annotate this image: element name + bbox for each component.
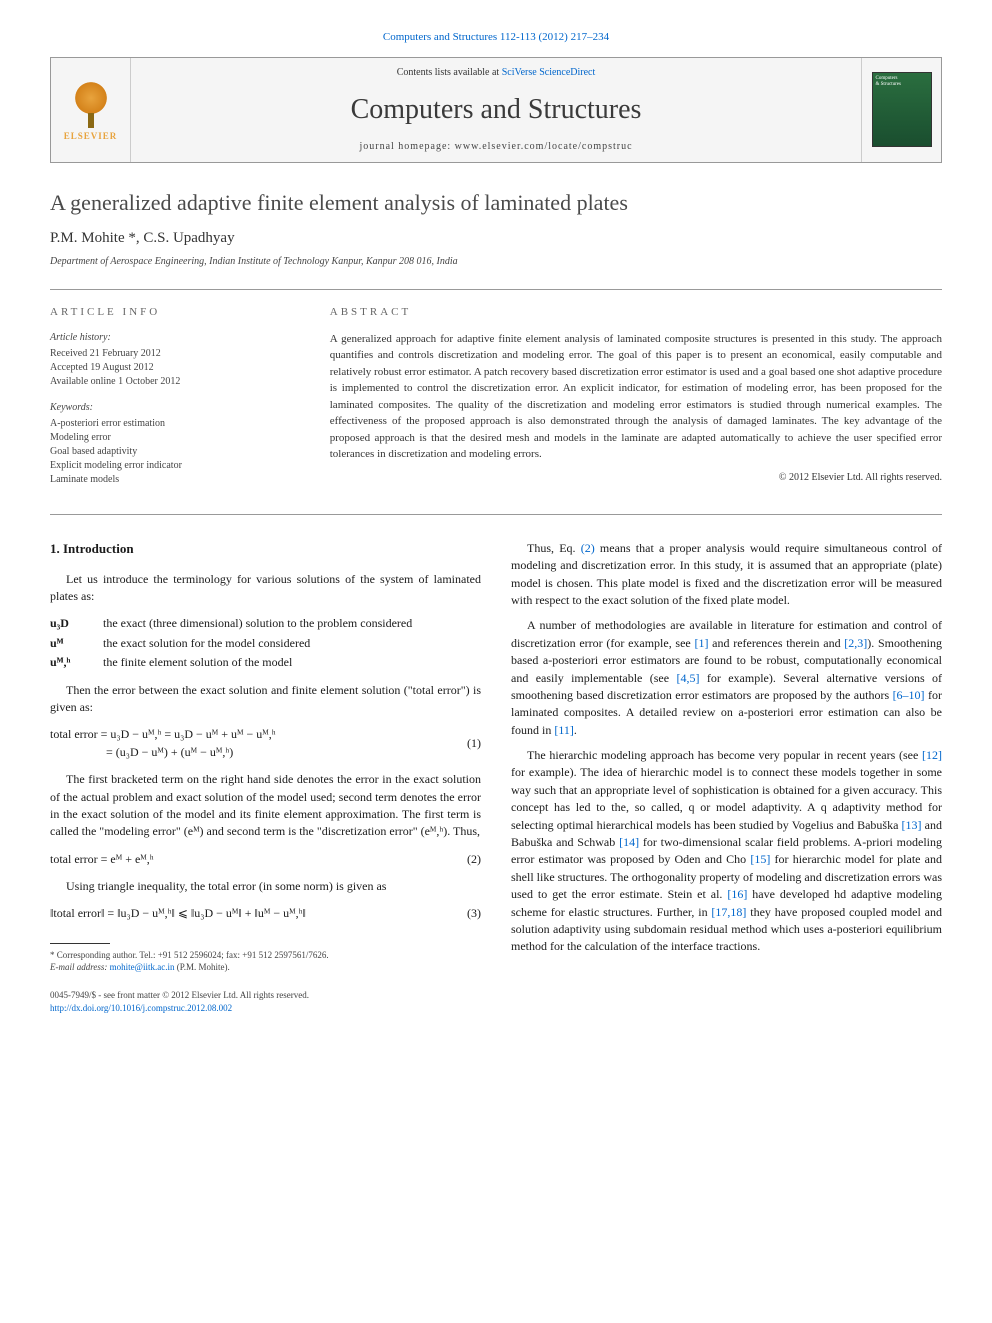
- contents-line: Contents lists available at SciVerse Sci…: [139, 66, 853, 80]
- author-email-link[interactable]: mohite@iitk.ac.in: [110, 962, 175, 972]
- paragraph: Thus, Eq. (2) means that a proper analys…: [511, 540, 942, 610]
- paragraph: The hierarchic modeling approach has bec…: [511, 747, 942, 956]
- keywords-block: Keywords: A-posteriori error estimation …: [50, 401, 300, 487]
- paragraph: Using triangle inequality, the total err…: [50, 878, 481, 895]
- history-label: Article history:: [50, 331, 300, 345]
- citation-link[interactable]: [16]: [727, 887, 747, 901]
- elsevier-tree-icon: [66, 78, 116, 128]
- eq-ref-link[interactable]: (2): [581, 541, 595, 555]
- equation-3: ‖total error‖ = ‖u₃D − uᴹ,ʰ‖ ⩽ ‖u₃D − uᴹ…: [50, 905, 481, 922]
- abstract-column: ABSTRACT A generalized approach for adap…: [330, 305, 942, 498]
- paragraph: Then the error between the exact solutio…: [50, 682, 481, 717]
- paragraph: A number of methodologies are available …: [511, 617, 942, 739]
- equation-2: total error = eᴹ + eᴹ,ʰ (2): [50, 851, 481, 868]
- footnote-separator: [50, 943, 110, 944]
- citation-link[interactable]: [14]: [619, 835, 639, 849]
- doi-link[interactable]: http://dx.doi.org/10.1016/j.compstruc.20…: [50, 1003, 232, 1013]
- article-info-heading: ARTICLE INFO: [50, 305, 300, 320]
- citation-link[interactable]: [12]: [922, 748, 942, 762]
- def-desc: the exact solution for the model conside…: [103, 635, 481, 652]
- meta-abstract-row: ARTICLE INFO Article history: Received 2…: [50, 289, 942, 514]
- keyword: A-posteriori error estimation: [50, 417, 300, 431]
- accepted-date: Accepted 19 August 2012: [50, 361, 300, 375]
- citation-link[interactable]: [4,5]: [676, 671, 699, 685]
- abstract-copyright: © 2012 Elsevier Ltd. All rights reserved…: [330, 471, 942, 485]
- abstract-text: A generalized approach for adaptive fini…: [330, 331, 942, 463]
- cover-title-2: & Structures: [876, 82, 928, 88]
- right-column: Thus, Eq. (2) means that a proper analys…: [511, 540, 942, 1014]
- equation-number: (2): [459, 851, 481, 868]
- paragraph: The first bracketed term on the right ha…: [50, 771, 481, 841]
- equation-line: ‖total error‖ = ‖u₃D − uᴹ,ʰ‖ ⩽ ‖u₃D − uᴹ…: [50, 905, 306, 922]
- front-matter-line: 0045-7949/$ - see front matter © 2012 El…: [50, 989, 481, 1002]
- homepage-prefix: journal homepage:: [359, 141, 454, 152]
- citation-link[interactable]: [1]: [694, 636, 708, 650]
- paragraph: Let us introduce the terminology for var…: [50, 571, 481, 606]
- footer-meta: 0045-7949/$ - see front matter © 2012 El…: [50, 989, 481, 1014]
- equation-line: total error = u₃D − uᴹ,ʰ = u₃D − uᴹ + uᴹ…: [50, 726, 276, 743]
- contents-prefix: Contents lists available at: [397, 67, 502, 78]
- header-center: Contents lists available at SciVerse Sci…: [131, 58, 861, 161]
- citation-link[interactable]: [17,18]: [711, 905, 746, 919]
- def-term: u₃D: [50, 615, 95, 632]
- equation-1: total error = u₃D − uᴹ,ʰ = u₃D − uᴹ + uᴹ…: [50, 726, 481, 761]
- equation-line: = (u₃D − uᴹ) + (uᴹ − uᴹ,ʰ): [50, 744, 276, 761]
- cover-thumbnail: Computers & Structures: [872, 72, 932, 147]
- article-affiliation: Department of Aerospace Engineering, Ind…: [50, 255, 942, 269]
- journal-ref-link[interactable]: Computers and Structures 112-113 (2012) …: [383, 31, 609, 43]
- homepage-url[interactable]: www.elsevier.com/locate/compstruc: [455, 141, 633, 152]
- def-desc: the exact (three dimensional) solution t…: [103, 615, 481, 632]
- left-column: 1. Introduction Let us introduce the ter…: [50, 540, 481, 1014]
- received-date: Received 21 February 2012: [50, 347, 300, 361]
- def-desc: the finite element solution of the model: [103, 654, 481, 671]
- article-info-column: ARTICLE INFO Article history: Received 2…: [50, 305, 300, 498]
- equation-line: total error = eᴹ + eᴹ,ʰ: [50, 851, 154, 868]
- abstract-heading: ABSTRACT: [330, 305, 942, 320]
- keyword: Modeling error: [50, 431, 300, 445]
- equation-number: (3): [459, 905, 481, 922]
- citation-link[interactable]: [11]: [554, 723, 574, 737]
- sciencedirect-link[interactable]: SciVerse ScienceDirect: [502, 67, 596, 78]
- publisher-name: ELSEVIER: [64, 130, 118, 143]
- article-title: A generalized adaptive finite element an…: [50, 188, 942, 219]
- citation-link[interactable]: [6–10]: [893, 688, 925, 702]
- journal-homepage: journal homepage: www.elsevier.com/locat…: [139, 140, 853, 154]
- journal-name: Computers and Structures: [139, 90, 853, 129]
- equation-number: (1): [459, 735, 481, 752]
- keyword: Explicit modeling error indicator: [50, 459, 300, 473]
- journal-cover: Computers & Structures: [861, 58, 941, 161]
- article-history: Article history: Received 21 February 20…: [50, 331, 300, 389]
- keyword: Goal based adaptivity: [50, 445, 300, 459]
- citation-link[interactable]: [13]: [902, 818, 922, 832]
- definition-list: u₃D the exact (three dimensional) soluti…: [50, 615, 481, 671]
- journal-header: ELSEVIER Contents lists available at Sci…: [50, 57, 942, 162]
- keywords-label: Keywords:: [50, 401, 300, 415]
- journal-reference: Computers and Structures 112-113 (2012) …: [50, 30, 942, 45]
- citation-link[interactable]: [15]: [750, 852, 770, 866]
- keyword: Laminate models: [50, 473, 300, 487]
- publisher-logo: ELSEVIER: [51, 58, 131, 161]
- article-authors: P.M. Mohite *, C.S. Upadhyay: [50, 228, 942, 249]
- available-date: Available online 1 October 2012: [50, 375, 300, 389]
- section-heading: 1. Introduction: [50, 540, 481, 559]
- corresponding-author-footnote: * Corresponding author. Tel.: +91 512 25…: [50, 949, 481, 974]
- citation-link[interactable]: [2,3]: [844, 636, 867, 650]
- def-term: uᴹ: [50, 635, 95, 652]
- def-term: uᴹ,ʰ: [50, 654, 95, 671]
- footnote-line: * Corresponding author. Tel.: +91 512 25…: [50, 949, 481, 962]
- footnote-line: E-mail address: mohite@iitk.ac.in (P.M. …: [50, 961, 481, 974]
- body-columns: 1. Introduction Let us introduce the ter…: [50, 540, 942, 1014]
